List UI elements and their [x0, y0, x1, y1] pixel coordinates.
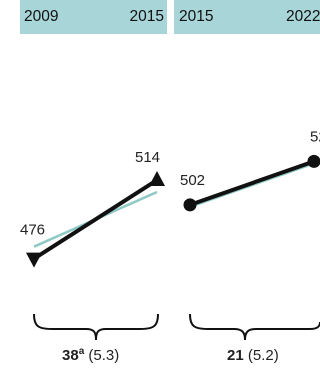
value-label-2-start: 502 [180, 172, 205, 189]
change-note-1: 38a (5.3) [62, 346, 119, 364]
change-se-2: (5.2) [247, 347, 279, 364]
period-header-2: 2015 2022 [174, 0, 320, 34]
period-header-1: 2009 2015 [20, 0, 167, 34]
series-line-2 [189, 159, 315, 207]
chart-panel-2: 502 523 [180, 128, 320, 341]
period-1-end-label: 2015 [129, 8, 164, 25]
brace-1 [33, 313, 159, 341]
point-2-start [183, 198, 197, 212]
point-2-end [307, 154, 320, 168]
change-note-2: 21 (5.2) [227, 346, 279, 364]
value-label-1-end: 514 [135, 149, 160, 166]
period-2-end-label: 2022 [286, 8, 320, 25]
change-value-2: 21 [227, 347, 244, 364]
series-line-1 [32, 178, 159, 261]
period-2-start-label: 2015 [179, 8, 214, 25]
period-1-start-label: 2009 [24, 8, 59, 25]
value-label-2-end: 523 [310, 128, 320, 145]
brace-2 [189, 313, 320, 341]
chart-panel-1: 476 514 [20, 149, 165, 341]
value-label-1-start: 476 [20, 222, 45, 239]
change-value-1: 38 [62, 347, 79, 364]
change-footnote-1: a [78, 346, 85, 357]
point-1-start [26, 252, 42, 268]
change-se-1: (5.3) [88, 347, 120, 364]
point-1-end [149, 171, 165, 187]
